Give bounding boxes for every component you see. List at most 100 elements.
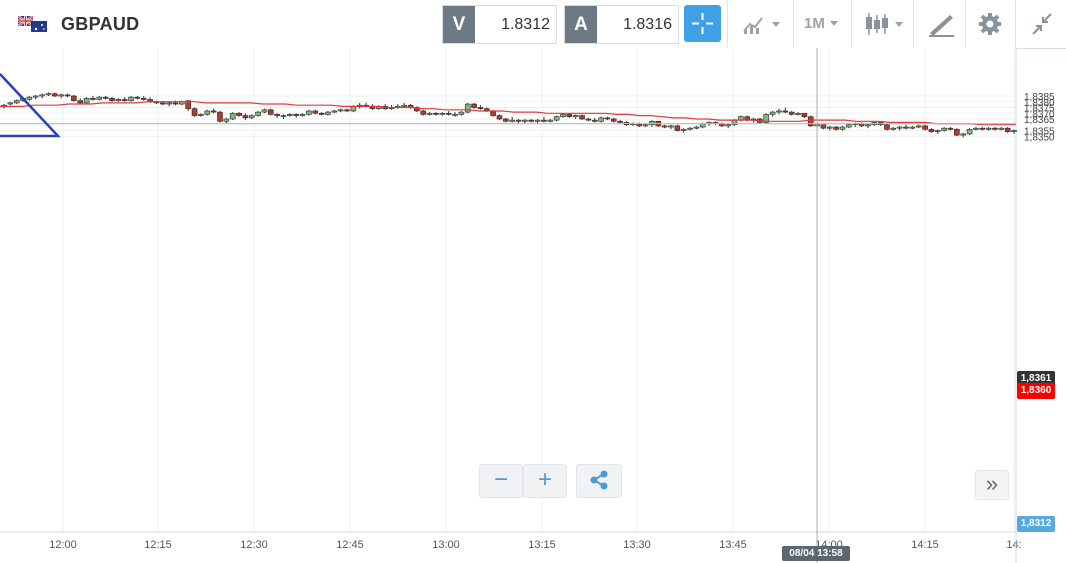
candle-body [401,104,407,107]
candle-body [445,112,452,115]
candle-body [58,94,64,97]
candle-body [128,96,134,101]
candle-body [947,127,954,130]
candle-body [83,97,90,104]
candle-body [769,111,776,115]
candle-body [1004,127,1011,132]
candle-body [534,119,541,122]
candle-body [865,124,871,127]
candle-body [915,125,922,128]
candle-body [274,114,280,116]
candle-body [693,126,700,129]
candle-body [954,129,960,136]
y-tick-label: 1,8355 [1024,127,1055,138]
chart-toolbar: GBPAUD V 1.8312 A 1.8316 1M [0,0,1066,49]
candle-body [979,127,986,130]
candles-button[interactable] [858,5,910,42]
candle-body [807,116,814,127]
zoom-in-button[interactable]: + [523,464,567,498]
share-button[interactable] [576,464,622,498]
candle-body [121,99,128,101]
candle-body [668,125,674,128]
crosshair-button[interactable] [684,5,721,42]
candle-body [185,100,192,109]
candlestick-icon [866,13,903,35]
candle-body [528,119,535,122]
candle-body [680,129,687,131]
candle-body [77,100,84,104]
candle-body [579,115,585,120]
sell-price-box[interactable]: V 1.8312 [442,5,557,44]
candle-body [985,127,992,130]
collapse-icon [1032,13,1052,35]
candle-body [471,103,477,108]
chart-type-button[interactable] [740,5,788,42]
candle-body [725,124,731,127]
candle-body [32,95,39,98]
candle-body [96,96,103,100]
candle-body [13,100,20,104]
candle-body [604,117,611,120]
candle-body [350,106,357,112]
candle-body [890,127,897,130]
candle-body [344,109,350,112]
x-tick-label: 13:00 [432,539,460,551]
candle-body [903,126,909,129]
drawing-tools-button[interactable] [924,5,960,42]
zoom-out-button[interactable]: − [479,464,523,498]
candle-body [325,111,331,115]
moving-average-line [0,101,1016,126]
candle-body [547,119,554,122]
chart-type-icon [743,17,780,34]
candle-body [160,102,166,105]
candle-body [966,129,973,135]
ask-price-tag: 1,8312 [1017,516,1055,532]
candle-body [166,102,172,105]
candle-body [318,112,325,115]
buy-label: A [565,6,597,43]
candle-body [204,110,211,115]
candle-body [210,110,217,113]
toolbar-divider [1015,0,1016,48]
candle-body [452,114,458,116]
settings-button[interactable] [972,5,1008,42]
settings-gear-icon [979,13,1001,35]
candle-body [115,99,122,101]
candle-body [560,114,566,118]
candle-body [795,112,801,115]
x-tick-label: 12:15 [144,539,172,551]
toolbar-divider [727,0,728,48]
candle-body [661,125,668,128]
candle-body [26,96,33,100]
candle-body [39,94,45,97]
y-tick-label: 1,8385 [1024,92,1055,103]
candle-body [414,107,420,112]
buy-price-box[interactable]: A 1.8316 [564,5,679,44]
x-tick-label: 13:30 [623,539,651,551]
candle-body [941,127,947,131]
candle-body [248,115,255,119]
candle-body [922,125,928,130]
candle-body [998,127,1005,130]
candle-body [71,95,77,101]
plus-icon: + [537,466,552,493]
candle-body [826,126,833,129]
collapse-button[interactable] [1024,5,1060,42]
candle-body [140,97,147,100]
candle-body [172,102,179,105]
gb-au-flag-icon [18,16,47,32]
candle-body [934,130,941,132]
candle-body [433,112,439,115]
candle-body [261,109,268,113]
candle-body [846,124,852,128]
timeframe-button[interactable]: 1M [798,5,846,42]
y-tick-label: 1,8380 [1024,98,1055,109]
scroll-to-latest-button[interactable]: » [975,470,1009,500]
price-chart[interactable]: 1,83851,83801,83751,83701,83651,83551,83… [0,48,1066,563]
drawn-triangle-shape [0,73,61,138]
symbol-title: GBPAUD [61,14,140,34]
candle-body [90,97,96,100]
plot-background [0,48,1016,532]
candle-body [217,111,223,122]
candle-body [420,110,427,115]
